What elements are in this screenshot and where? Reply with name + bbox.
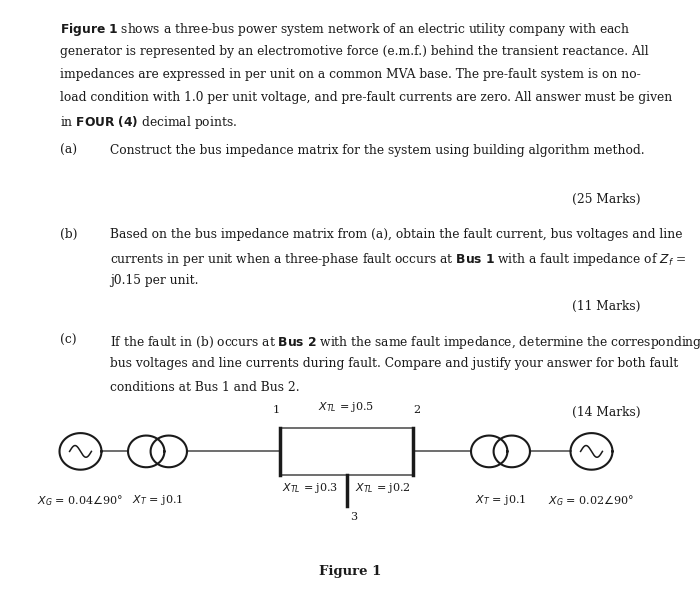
- Text: (11 Marks): (11 Marks): [572, 300, 640, 312]
- Text: 3: 3: [350, 512, 357, 522]
- Text: 2: 2: [413, 405, 420, 415]
- Text: Construct the bus impedance matrix for the system using building algorithm metho: Construct the bus impedance matrix for t…: [110, 144, 645, 157]
- Text: $X_{TL}$ = j0.3: $X_{TL}$ = j0.3: [282, 481, 338, 495]
- Text: load condition with 1.0 per unit voltage, and pre-fault currents are zero. All a: load condition with 1.0 per unit voltage…: [60, 91, 672, 104]
- Text: $X_G$ = 0.04$\angle$90°: $X_G$ = 0.04$\angle$90°: [37, 493, 124, 508]
- Text: j0.15 per unit.: j0.15 per unit.: [110, 274, 198, 287]
- Text: (25 Marks): (25 Marks): [572, 193, 640, 206]
- Text: $X_T$ = j0.1: $X_T$ = j0.1: [132, 493, 183, 507]
- Text: in $\mathbf{FOUR\ (4)}$ decimal points.: in $\mathbf{FOUR\ (4)}$ decimal points.: [60, 114, 237, 131]
- Text: If the fault in (b) occurs at $\mathbf{Bus\ 2}$ with the same fault impedance, d: If the fault in (b) occurs at $\mathbf{B…: [110, 334, 700, 351]
- Text: generator is represented by an electromotive force (e.m.f.) behind the transient: generator is represented by an electromo…: [60, 45, 648, 57]
- Text: (14 Marks): (14 Marks): [572, 406, 640, 419]
- Text: currents in per unit when a three-phase fault occurs at $\mathbf{Bus\ 1}$ with a: currents in per unit when a three-phase …: [110, 251, 686, 268]
- Text: impedances are expressed in per unit on a common MVA base. The pre-fault system : impedances are expressed in per unit on …: [60, 68, 640, 81]
- Text: (c): (c): [60, 334, 76, 347]
- Text: $X_{TL}$ = j0.2: $X_{TL}$ = j0.2: [355, 481, 411, 495]
- Text: bus voltages and line currents during fault. Compare and justify your answer for: bus voltages and line currents during fa…: [110, 357, 678, 370]
- Text: 1: 1: [273, 405, 280, 415]
- Text: $X_G$ = 0.02$\angle$90°: $X_G$ = 0.02$\angle$90°: [548, 493, 635, 508]
- Text: $X_T$ = j0.1: $X_T$ = j0.1: [475, 493, 526, 507]
- Text: Based on the bus impedance matrix from (a), obtain the fault current, bus voltag: Based on the bus impedance matrix from (…: [110, 228, 682, 241]
- Text: conditions at Bus 1 and Bus 2.: conditions at Bus 1 and Bus 2.: [110, 381, 300, 393]
- Text: Figure 1: Figure 1: [318, 565, 382, 578]
- Text: $X_{TL}$ = j0.5: $X_{TL}$ = j0.5: [318, 400, 374, 414]
- Text: (b): (b): [60, 228, 77, 241]
- Text: (a): (a): [60, 144, 76, 157]
- Text: $\mathbf{Figure\ 1}$ shows a three-bus power system network of an electric utili: $\mathbf{Figure\ 1}$ shows a three-bus p…: [60, 21, 630, 38]
